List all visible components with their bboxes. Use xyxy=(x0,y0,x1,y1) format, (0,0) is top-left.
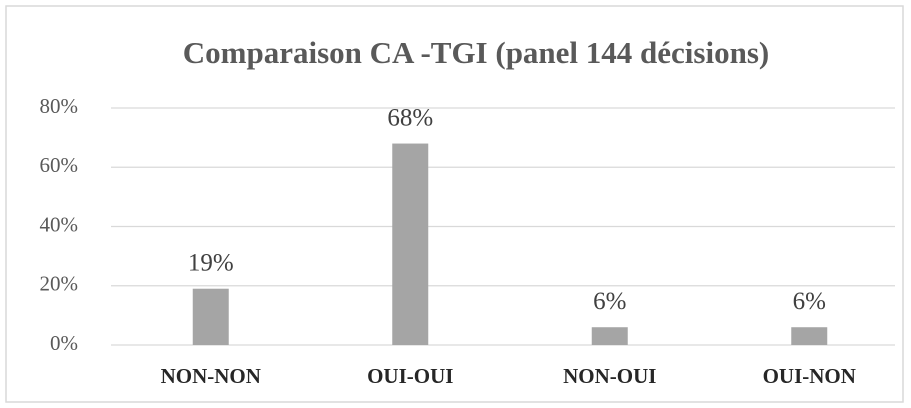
data-label: 6% xyxy=(793,288,826,315)
x-tick-label: NON-OUI xyxy=(563,364,656,388)
y-tick-label: 0% xyxy=(50,331,78,355)
y-tick-label: 40% xyxy=(40,212,79,236)
x-tick-label: OUI-NON xyxy=(763,364,856,388)
data-label: 19% xyxy=(188,249,234,276)
y-tick-label: 60% xyxy=(40,153,79,177)
chart-title: Comparaison CA -TGI (panel 144 décisions… xyxy=(183,35,769,70)
x-tick-label: NON-NON xyxy=(161,364,261,388)
data-label: 6% xyxy=(593,288,626,315)
bar xyxy=(791,327,828,345)
bar xyxy=(392,143,429,345)
data-label: 68% xyxy=(387,104,433,131)
bar xyxy=(192,288,229,345)
y-tick-label: 20% xyxy=(40,272,79,296)
x-tick-label: OUI-OUI xyxy=(367,364,453,388)
bar xyxy=(591,327,628,345)
y-tick-label: 80% xyxy=(40,94,79,118)
chart-border xyxy=(5,5,904,403)
